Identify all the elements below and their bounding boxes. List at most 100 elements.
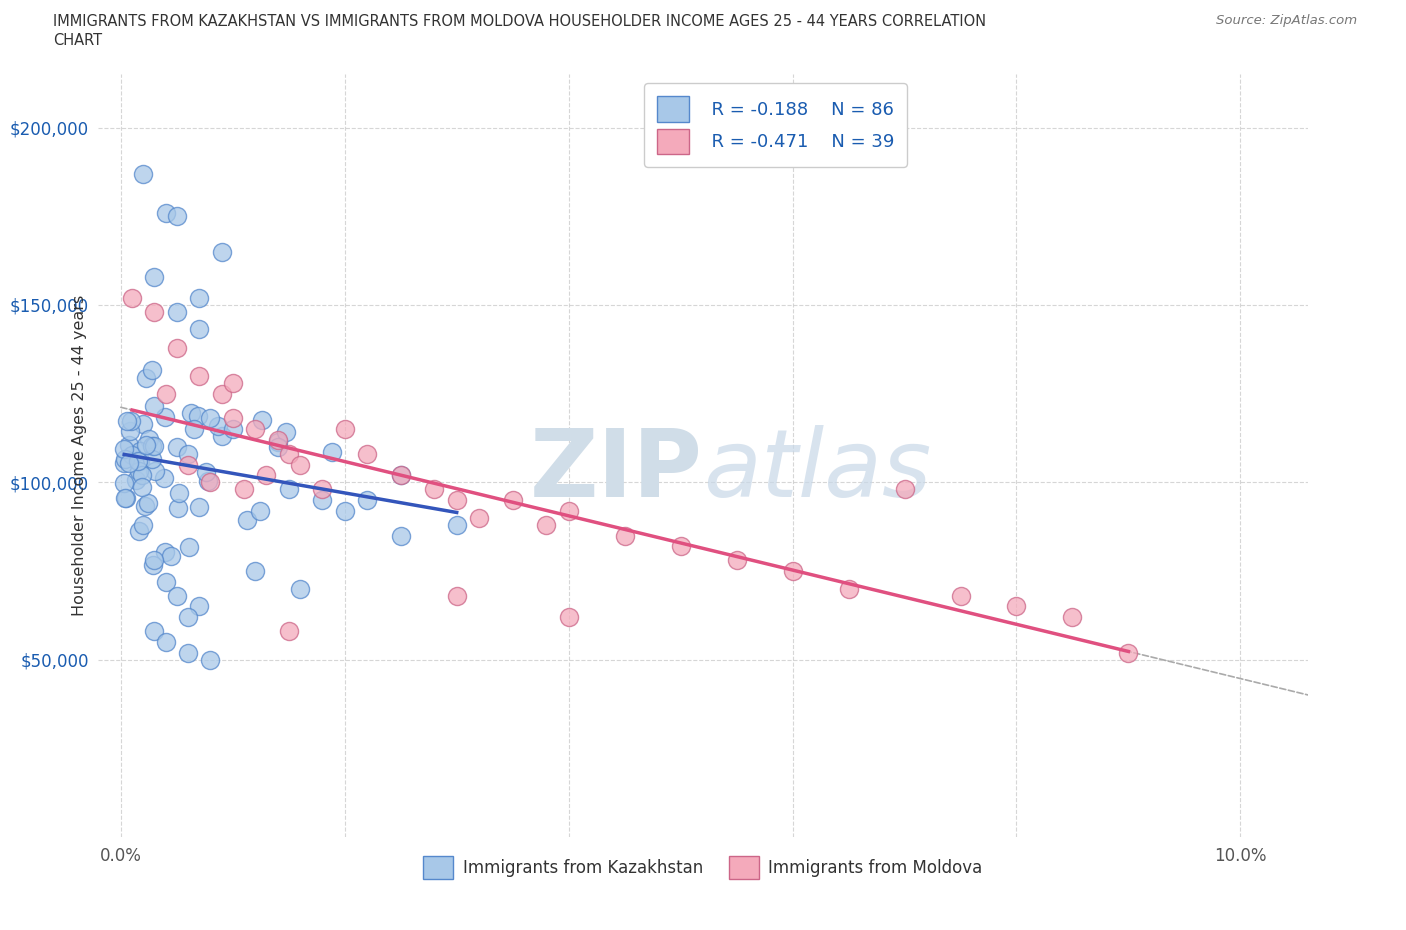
- Point: [166, 340, 188, 355]
- Point: [200, 475, 222, 490]
- Text: Source: ZipAtlas.com: Source: ZipAtlas.com: [1216, 14, 1357, 27]
- Point: [141, 438, 163, 453]
- Point: [254, 468, 277, 483]
- Point: [669, 538, 692, 553]
- Point: [155, 574, 177, 589]
- Point: [117, 456, 139, 471]
- Point: [197, 473, 219, 488]
- Point: [200, 652, 222, 667]
- Point: [112, 476, 135, 491]
- Point: [502, 493, 524, 508]
- Point: [125, 472, 148, 487]
- Point: [153, 471, 176, 485]
- Text: IMMIGRANTS FROM KAZAKHSTAN VS IMMIGRANTS FROM MOLDOVA HOUSEHOLDER INCOME AGES 25: IMMIGRANTS FROM KAZAKHSTAN VS IMMIGRANTS…: [53, 14, 987, 29]
- Point: [155, 634, 177, 649]
- Point: [132, 517, 155, 532]
- Point: [143, 553, 166, 568]
- Point: [143, 269, 166, 284]
- Point: [155, 206, 177, 220]
- Point: [267, 434, 290, 449]
- Point: [134, 498, 156, 513]
- Point: [128, 524, 150, 538]
- Point: [389, 528, 412, 543]
- Point: [143, 464, 166, 479]
- Point: [949, 589, 972, 604]
- Point: [446, 517, 468, 532]
- Point: [277, 446, 299, 461]
- Point: [311, 482, 333, 497]
- Point: [166, 305, 188, 320]
- Point: [188, 368, 211, 383]
- Point: [121, 290, 143, 305]
- Point: [536, 517, 558, 532]
- Point: [129, 444, 152, 458]
- Point: [153, 409, 176, 424]
- Point: [557, 503, 579, 518]
- Point: [446, 589, 468, 604]
- Point: [142, 439, 165, 454]
- Point: [142, 398, 165, 413]
- Point: [222, 421, 245, 436]
- Point: [195, 465, 218, 480]
- Point: [211, 386, 233, 401]
- Point: [132, 417, 155, 432]
- Point: [135, 370, 157, 385]
- Point: [115, 414, 138, 429]
- Text: ZIP: ZIP: [530, 425, 703, 517]
- Y-axis label: Householder Income Ages 25 - 44 years: Householder Income Ages 25 - 44 years: [72, 295, 87, 617]
- Point: [112, 442, 135, 457]
- Point: [389, 468, 412, 483]
- Point: [155, 386, 177, 401]
- Point: [142, 558, 165, 573]
- Point: [131, 468, 153, 483]
- Point: [127, 453, 149, 468]
- Point: [782, 564, 804, 578]
- Point: [277, 624, 299, 639]
- Point: [725, 553, 748, 568]
- Point: [446, 493, 468, 508]
- Point: [177, 446, 200, 461]
- Point: [129, 454, 152, 469]
- Point: [333, 421, 356, 436]
- Point: [236, 513, 259, 528]
- Point: [389, 468, 412, 483]
- Point: [179, 539, 201, 554]
- Point: [333, 503, 356, 518]
- Point: [233, 482, 256, 497]
- Point: [153, 545, 176, 560]
- Point: [893, 482, 915, 497]
- Point: [136, 495, 159, 510]
- Point: [211, 428, 233, 443]
- Point: [166, 589, 188, 604]
- Point: [200, 411, 222, 426]
- Point: [188, 290, 211, 305]
- Text: atlas: atlas: [703, 425, 931, 516]
- Point: [250, 413, 273, 428]
- Point: [167, 500, 190, 515]
- Point: [222, 411, 245, 426]
- Point: [266, 432, 288, 447]
- Point: [132, 166, 155, 181]
- Point: [274, 424, 297, 439]
- Point: [177, 610, 200, 625]
- Point: [166, 439, 188, 454]
- Point: [128, 464, 150, 479]
- Point: [222, 376, 245, 391]
- Point: [288, 581, 311, 596]
- Point: [1005, 599, 1028, 614]
- Point: [138, 432, 160, 446]
- Point: [266, 439, 288, 454]
- Point: [167, 485, 190, 500]
- Point: [118, 424, 141, 439]
- Point: [249, 503, 271, 518]
- Point: [114, 451, 136, 466]
- Text: CHART: CHART: [53, 33, 103, 47]
- Point: [166, 209, 188, 224]
- Point: [115, 490, 138, 505]
- Point: [143, 305, 166, 320]
- Point: [1062, 610, 1084, 625]
- Point: [557, 610, 579, 625]
- Point: [468, 511, 491, 525]
- Point: [135, 438, 157, 453]
- Point: [118, 437, 141, 452]
